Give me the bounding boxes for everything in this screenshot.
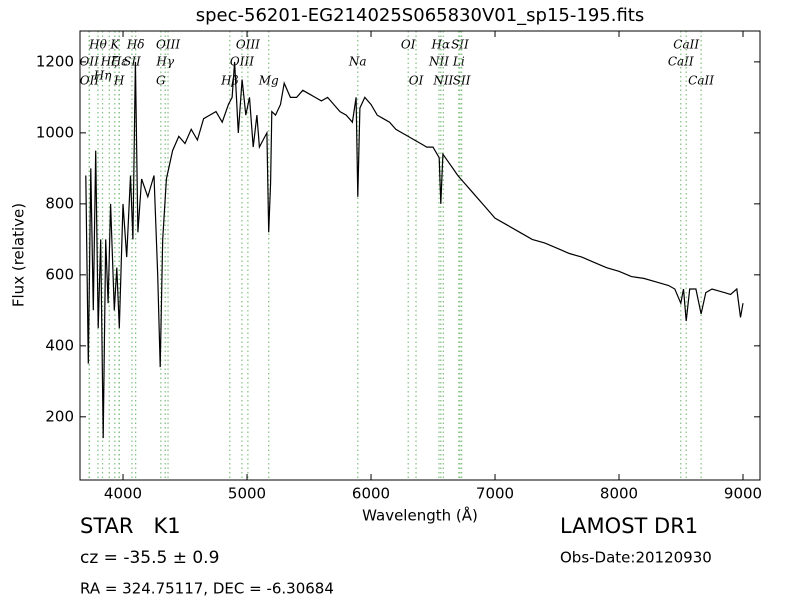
spectral-line-label: Na xyxy=(348,55,367,69)
spectral-line-label: NII xyxy=(428,55,449,69)
spectral-line-label: OII xyxy=(80,74,100,88)
spectral-line-label: Hθ xyxy=(88,38,107,52)
spectral-line-label: SII xyxy=(123,55,141,69)
spectral-line-label: OIII xyxy=(230,55,254,69)
x-tick-label: 8000 xyxy=(600,485,638,503)
y-tick-label: 1200 xyxy=(36,52,74,70)
y-axis-label: Flux (relative) xyxy=(10,203,28,307)
spectral-line-label: Li xyxy=(452,55,465,69)
spectral-line-label: CaII xyxy=(673,38,699,52)
spectral-line-label: G xyxy=(156,74,166,88)
x-tick-label: 5000 xyxy=(228,485,266,503)
spectral-line-label: SII xyxy=(451,38,469,52)
spectral-line-label: Hε xyxy=(110,55,128,69)
y-tick-label: 800 xyxy=(45,194,74,212)
x-axis-label: Wavelength (Å) xyxy=(362,506,478,525)
x-tick-label: 7000 xyxy=(476,485,514,503)
redshift: cz = -35.5 ± 0.9 xyxy=(80,548,219,568)
survey: LAMOST DR1 xyxy=(560,514,698,538)
spectral-line-label: CaII xyxy=(688,74,714,88)
spectral-line-label: Hγ xyxy=(155,55,174,69)
spectral-line-label: OIII xyxy=(156,38,180,52)
spectral-line-label: Hδ xyxy=(126,38,145,52)
spectral-line-label: CaII xyxy=(668,55,694,69)
coordinates: RA = 324.75117, DEC = -6.30684 xyxy=(80,580,334,598)
spectral-line-label: OIII xyxy=(236,38,260,52)
spectral-line-label: NII xyxy=(432,74,453,88)
spectral-line-label: SII xyxy=(453,74,471,88)
chart-title: spec-56201-EG214025S065830V01_sp15-195.f… xyxy=(196,5,644,26)
spectral-line-label: K xyxy=(109,38,120,52)
spectral-line-label: OI xyxy=(409,74,424,88)
spectral-line-label: Hη xyxy=(93,69,112,83)
y-tick-label: 600 xyxy=(45,265,74,283)
spectral-line-label: OII xyxy=(80,55,100,69)
y-tick-label: 400 xyxy=(45,336,74,354)
x-tick-label: 9000 xyxy=(724,485,762,503)
x-tick-label: 4000 xyxy=(104,485,142,503)
object-class: STAR K1 xyxy=(80,514,181,538)
plot-frame xyxy=(79,30,761,481)
obs-date: Obs-Date:20120930 xyxy=(560,549,712,567)
y-tick-label: 200 xyxy=(45,407,74,425)
spectral-line-label: OI xyxy=(401,38,416,52)
spectral-line-label: Hα xyxy=(431,38,451,52)
y-tick-label: 1000 xyxy=(36,123,74,141)
x-tick-label: 6000 xyxy=(352,485,390,503)
spectrum-line xyxy=(85,61,744,439)
spectral-line-label: Mg xyxy=(258,74,279,88)
